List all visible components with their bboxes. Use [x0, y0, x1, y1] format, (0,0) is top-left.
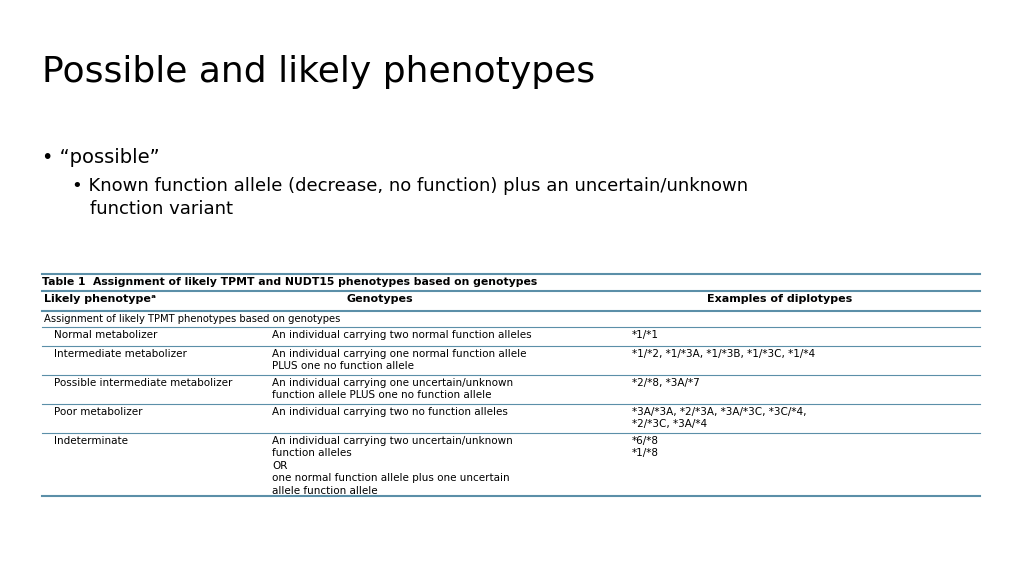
Text: *2/*8, *3A/*7: *2/*8, *3A/*7 — [632, 378, 699, 388]
Text: Table 1  Assignment of likely TPMT and NUDT15 phenotypes based on genotypes: Table 1 Assignment of likely TPMT and NU… — [42, 277, 538, 287]
Text: Examples of diplotypes: Examples of diplotypes — [708, 294, 853, 304]
Text: An individual carrying two uncertain/unknown
function alleles
OR
one normal func: An individual carrying two uncertain/unk… — [272, 436, 513, 495]
Text: Genotypes: Genotypes — [347, 294, 414, 304]
Text: Likely phenotypeᵃ: Likely phenotypeᵃ — [44, 294, 156, 304]
Text: An individual carrying one normal function allele
PLUS one no function allele: An individual carrying one normal functi… — [272, 349, 526, 372]
Text: Indeterminate: Indeterminate — [54, 436, 128, 446]
Text: Assignment of likely TPMT phenotypes based on genotypes: Assignment of likely TPMT phenotypes bas… — [44, 314, 340, 324]
Text: An individual carrying two normal function alleles: An individual carrying two normal functi… — [272, 330, 531, 340]
Text: function variant: function variant — [90, 200, 233, 218]
Text: Normal metabolizer: Normal metabolizer — [54, 330, 158, 340]
Text: Possible intermediate metabolizer: Possible intermediate metabolizer — [54, 378, 232, 388]
Text: *1/*2, *1/*3A, *1/*3B, *1/*3C, *1/*4: *1/*2, *1/*3A, *1/*3B, *1/*3C, *1/*4 — [632, 349, 815, 359]
Text: • Known function allele (decrease, no function) plus an uncertain/unknown: • Known function allele (decrease, no fu… — [72, 177, 749, 195]
Text: *3A/*3A, *2/*3A, *3A/*3C, *3C/*4,
*2/*3C, *3A/*4: *3A/*3A, *2/*3A, *3A/*3C, *3C/*4, *2/*3C… — [632, 407, 807, 429]
Text: *1/*1: *1/*1 — [632, 330, 659, 340]
Text: An individual carrying one uncertain/unknown
function allele PLUS one no functio: An individual carrying one uncertain/unk… — [272, 378, 513, 400]
Text: An individual carrying two no function alleles: An individual carrying two no function a… — [272, 407, 508, 417]
Text: Possible and likely phenotypes: Possible and likely phenotypes — [42, 55, 595, 89]
Text: *6/*8
*1/*8: *6/*8 *1/*8 — [632, 436, 659, 458]
Text: Poor metabolizer: Poor metabolizer — [54, 407, 142, 417]
Text: Intermediate metabolizer: Intermediate metabolizer — [54, 349, 186, 359]
Text: • “possible”: • “possible” — [42, 148, 160, 167]
